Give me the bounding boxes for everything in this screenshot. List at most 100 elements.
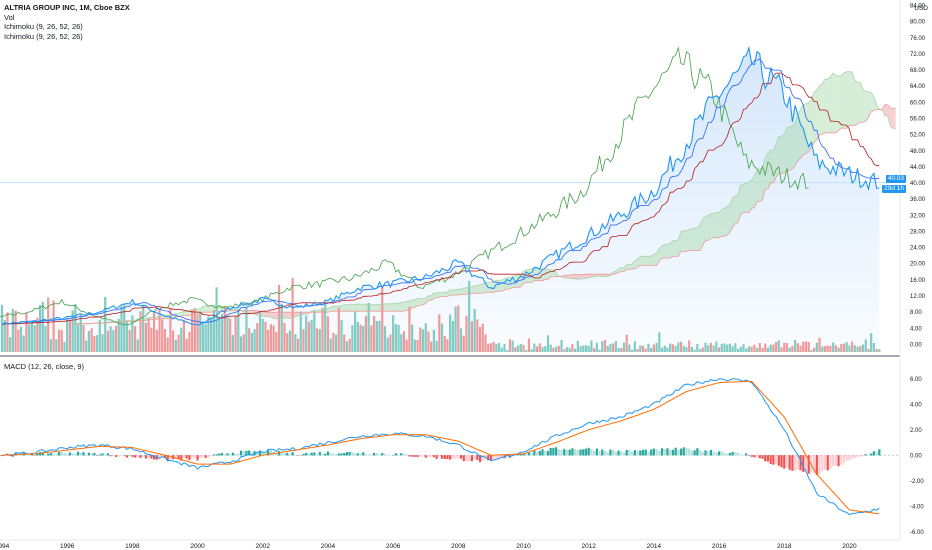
legend-macd[interactable]: MACD (12, 26, close, 9) xyxy=(4,362,85,371)
cloud-segment xyxy=(863,89,866,123)
legend-ichimoku-2[interactable]: Ichimoku (9, 26, 52, 26) xyxy=(4,31,83,41)
macd-histogram-bar xyxy=(237,453,240,456)
cloud-segment xyxy=(892,108,896,130)
cloud-segment xyxy=(732,196,736,227)
macd-histogram-bar xyxy=(133,455,137,458)
volume-bar xyxy=(492,341,495,352)
cloud-segment xyxy=(835,75,839,133)
macd-histogram-bar xyxy=(413,455,416,457)
macd-histogram-bar xyxy=(280,453,283,456)
cloud-segment xyxy=(387,303,391,312)
macd-histogram-bar xyxy=(408,455,411,457)
volume-bar xyxy=(193,307,196,352)
macd-histogram-bar xyxy=(775,455,778,464)
volume-bar xyxy=(590,340,593,352)
volume-bar xyxy=(614,341,617,352)
macd-histogram-bar xyxy=(516,454,520,456)
cloud-segment xyxy=(420,298,424,306)
macd-histogram-bar xyxy=(79,452,82,456)
macd-histogram-bar xyxy=(525,453,528,456)
volume-bar xyxy=(180,327,183,352)
cloud-segment xyxy=(819,83,823,135)
cloud-segment xyxy=(496,280,500,292)
macd-histogram-bar xyxy=(291,452,294,456)
macd-histogram-bar xyxy=(631,451,634,456)
cloud-segment xyxy=(376,304,380,312)
macd-histogram-bar xyxy=(864,454,867,456)
volume-bar xyxy=(639,345,642,352)
volume-bar xyxy=(114,326,118,352)
macd-histogram-bar xyxy=(264,452,267,456)
volume-bar xyxy=(120,306,123,352)
macd-histogram-bar xyxy=(383,453,387,456)
macd-histogram-bar xyxy=(220,452,224,456)
volume-bar xyxy=(95,335,99,352)
volume-bar xyxy=(49,339,52,352)
macd-histogram-bar xyxy=(210,455,213,456)
cloud-segment xyxy=(572,274,576,279)
macd-histogram-bar xyxy=(182,455,186,458)
macd-histogram-bar xyxy=(794,455,797,471)
macd-histogram-bar xyxy=(95,455,99,456)
cloud-segment xyxy=(482,282,486,294)
volume-bar xyxy=(755,347,759,352)
cloud-segment xyxy=(333,306,337,312)
volume-bar xyxy=(647,343,650,352)
cloud-segment xyxy=(471,285,475,294)
volume-bar xyxy=(139,311,142,352)
volume-bar xyxy=(313,311,316,352)
macd-histogram-bar xyxy=(848,455,851,461)
macd-histogram-bar xyxy=(462,455,465,462)
macd-histogram-bar xyxy=(552,447,555,456)
volume-bar xyxy=(3,319,6,352)
macd-histogram-bar xyxy=(397,454,400,456)
macd-histogram-bar xyxy=(514,455,517,456)
cloud-segment xyxy=(800,104,804,159)
macd-histogram-bar xyxy=(628,450,631,456)
volume-bar xyxy=(473,308,476,352)
macd-histogram-bar xyxy=(82,452,85,456)
volume-bar xyxy=(326,316,330,352)
macd-histogram-bar xyxy=(783,455,786,469)
volume-bar xyxy=(0,304,4,352)
volume-bar xyxy=(454,306,457,352)
volume-bar xyxy=(345,341,349,352)
volume-bars xyxy=(0,277,881,352)
macd-histogram-bar xyxy=(823,455,827,470)
macd-histogram-bar xyxy=(427,455,430,458)
macd-histogram-bar xyxy=(546,450,550,456)
cloud-segment xyxy=(844,71,847,129)
cloud-segment xyxy=(390,303,394,312)
volume-bar xyxy=(709,342,713,352)
volume-bar xyxy=(476,319,479,352)
cloud-segment xyxy=(860,82,864,123)
volume-bar xyxy=(362,325,365,352)
macd-histogram-bar xyxy=(93,452,96,456)
macd-histogram-bar xyxy=(544,450,547,456)
macd-histogram-bar xyxy=(495,455,498,460)
symbol-title[interactable]: ALTRIA GROUP INC, 1M, Cboe BZX xyxy=(4,3,130,12)
last-price-tag: 40.03 xyxy=(885,175,906,183)
cloud-segment xyxy=(477,284,481,294)
ichimoku-cloud xyxy=(72,71,896,325)
volume-bar xyxy=(283,322,286,352)
volume-bar xyxy=(82,325,85,352)
macd-histogram-bar xyxy=(321,453,324,456)
cloud-segment xyxy=(833,73,836,133)
macd-histogram-bar xyxy=(698,450,702,456)
cloud-segment xyxy=(786,126,790,172)
macd-histogram-bar xyxy=(799,455,802,471)
legend-ichimoku-1[interactable]: Ichimoku (9, 26, 52, 26) xyxy=(4,22,83,31)
cloud-segment xyxy=(569,274,573,279)
volume-bar xyxy=(813,347,816,352)
cloud-segment xyxy=(816,85,820,140)
legend-vol[interactable]: Vol xyxy=(4,12,15,22)
volume-bar xyxy=(6,312,9,352)
volume-bar xyxy=(223,306,226,352)
cloud-segment xyxy=(754,169,758,208)
volume-bar xyxy=(201,322,205,352)
volume-bar xyxy=(712,345,715,352)
macd-histogram-bar xyxy=(834,455,837,466)
volume-bar xyxy=(188,331,191,352)
